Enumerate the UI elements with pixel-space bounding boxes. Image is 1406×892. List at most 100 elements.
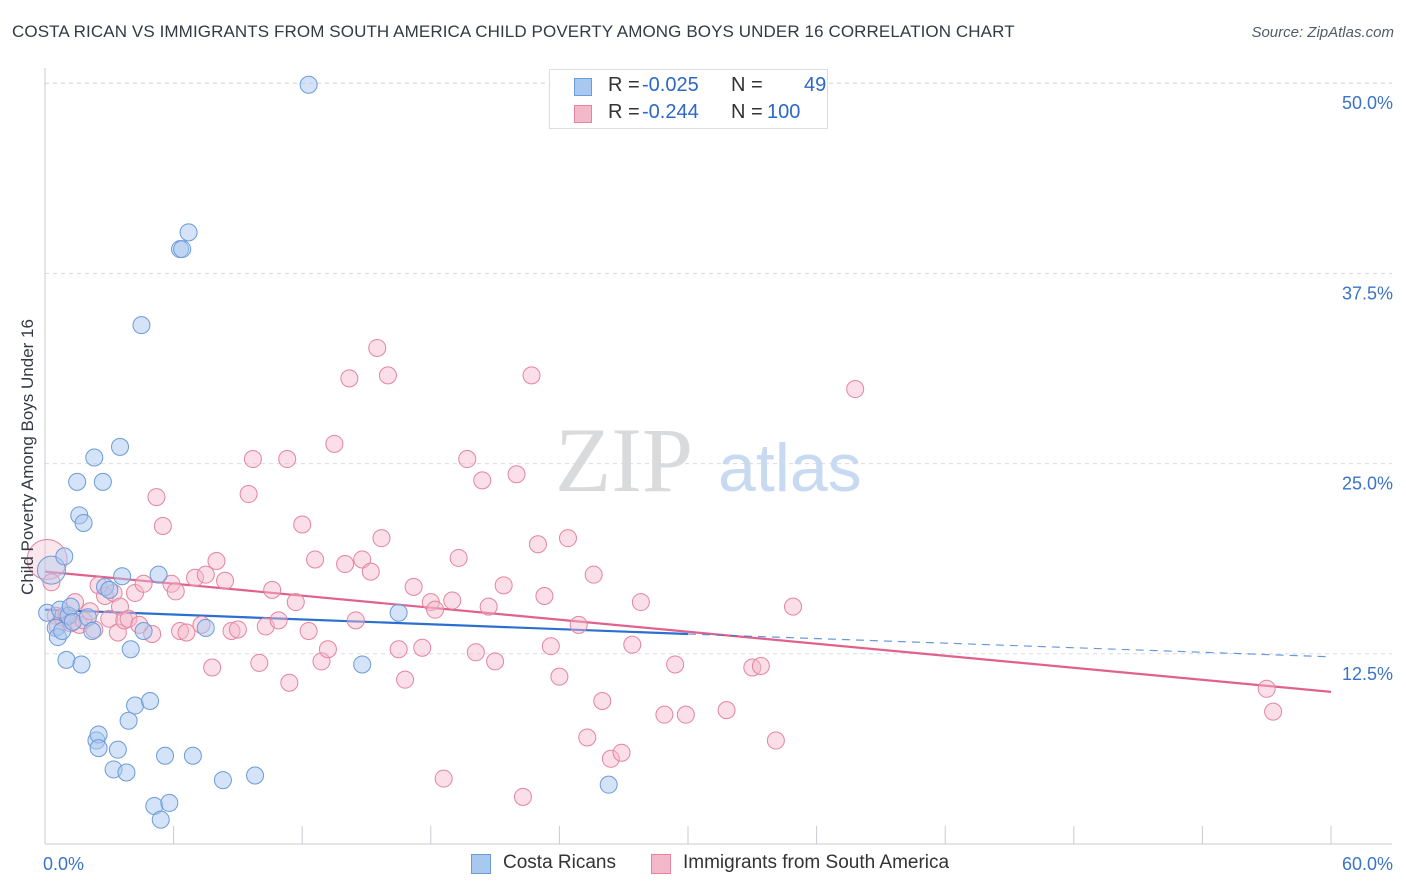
- point-immigrants: [361, 562, 380, 581]
- point-immigrants: [434, 769, 453, 788]
- point-immigrants: [250, 653, 269, 672]
- point-immigrants: [372, 529, 391, 548]
- point-immigrants: [293, 515, 312, 534]
- point-immigrants: [1264, 702, 1283, 721]
- point-costa-ricans: [117, 763, 136, 782]
- point-immigrants: [466, 643, 485, 662]
- grid-lines: [45, 82, 1392, 655]
- point-immigrants: [42, 573, 61, 592]
- point-costa-ricans: [113, 567, 132, 586]
- point-costa-ricans: [156, 746, 175, 765]
- point-immigrants: [486, 652, 505, 671]
- point-immigrants: [528, 535, 547, 554]
- point-costa-ricans: [121, 640, 140, 659]
- trend-line-immigrants: [44, 570, 1332, 693]
- point-immigrants: [166, 582, 185, 601]
- point-immigrants: [336, 555, 355, 574]
- bottom-legend-label: Immigrants from South America: [683, 852, 950, 873]
- point-costa-ricans: [63, 612, 82, 631]
- legend-swatch-pink: [574, 105, 592, 123]
- point-costa-ricans: [119, 711, 138, 730]
- point-costa-ricans: [111, 437, 130, 456]
- point-immigrants: [153, 516, 172, 535]
- point-immigrants: [522, 366, 541, 385]
- point-immigrants: [584, 565, 603, 584]
- axes: [44, 68, 1392, 845]
- point-immigrants: [569, 615, 588, 634]
- point-immigrants: [299, 621, 318, 640]
- point-immigrants: [676, 705, 695, 724]
- y-axis-label: Child Poverty Among Boys Under 16: [18, 319, 37, 595]
- chart-title: COSTA RICAN VS IMMIGRANTS FROM SOUTH AME…: [12, 22, 1015, 41]
- point-immigrants: [541, 637, 560, 656]
- trend-line-costa-ricans-extension: [687, 633, 1332, 658]
- watermark-zip: ZIP: [555, 409, 693, 511]
- legend-r-label: R =: [608, 101, 640, 123]
- point-costa-ricans: [149, 565, 168, 584]
- point-immigrants: [100, 609, 119, 628]
- point-immigrants: [243, 450, 262, 469]
- point-immigrants: [346, 611, 365, 630]
- x-tick-label-min: 0.0%: [43, 854, 84, 874]
- point-costa-ricans: [85, 448, 104, 467]
- point-immigrants: [507, 465, 526, 484]
- point-immigrants: [396, 670, 415, 689]
- y-tick-label: 12.5%: [1342, 664, 1393, 684]
- point-immigrants: [228, 620, 247, 639]
- y-tick-label: 37.5%: [1342, 283, 1393, 303]
- point-immigrants: [550, 667, 569, 686]
- point-costa-ricans: [151, 810, 170, 829]
- watermark-atlas: atlas: [718, 430, 862, 506]
- point-immigrants: [784, 597, 803, 616]
- point-immigrants: [655, 705, 674, 724]
- point-immigrants: [186, 568, 205, 587]
- point-immigrants: [318, 640, 337, 659]
- point-costa-ricans: [126, 696, 145, 715]
- point-costa-ricans: [100, 580, 119, 599]
- y-tick-label: 25.0%: [1342, 474, 1393, 494]
- point-costa-ricans: [132, 316, 151, 335]
- points-costa-ricans: [36, 75, 618, 829]
- point-immigrants: [443, 591, 462, 610]
- point-immigrants: [623, 635, 642, 654]
- point-costa-ricans: [196, 618, 215, 637]
- point-immigrants: [426, 600, 445, 619]
- correlation-legend: R = -0.025 N = 49 R = -0.244 N = 100: [549, 69, 828, 129]
- point-costa-ricans: [173, 240, 192, 259]
- point-costa-ricans: [160, 793, 179, 812]
- point-immigrants: [631, 593, 650, 612]
- point-costa-ricans: [74, 513, 93, 532]
- point-costa-ricans: [353, 655, 372, 674]
- point-immigrants: [263, 580, 282, 599]
- point-immigrants: [239, 485, 258, 504]
- point-costa-ricans: [93, 472, 112, 491]
- point-immigrants: [473, 471, 492, 490]
- point-immigrants: [286, 593, 305, 612]
- point-immigrants: [269, 611, 288, 630]
- point-costa-ricans: [55, 547, 74, 566]
- point-immigrants: [196, 565, 215, 584]
- point-immigrants: [278, 450, 297, 469]
- point-costa-ricans: [134, 621, 153, 640]
- point-costa-ricans: [183, 746, 202, 765]
- point-immigrants: [306, 550, 325, 569]
- trend-line-costa-ricans: [44, 608, 689, 636]
- point-immigrants: [513, 787, 532, 806]
- x-tick-label-max: 60.0%: [1342, 854, 1393, 874]
- point-immigrants: [413, 638, 432, 657]
- point-costa-ricans: [89, 739, 108, 758]
- point-immigrants: [846, 380, 865, 399]
- legend-r-label: R =: [608, 74, 640, 96]
- point-costa-ricans: [213, 771, 232, 790]
- point-immigrants: [612, 743, 631, 762]
- legend-r-value: -0.025: [642, 74, 699, 96]
- point-immigrants: [535, 586, 554, 605]
- point-immigrants: [389, 640, 408, 659]
- trend-lines: [44, 570, 1332, 693]
- point-costa-ricans: [108, 740, 127, 759]
- point-costa-ricans: [57, 650, 76, 669]
- point-costa-ricans: [68, 472, 87, 491]
- point-immigrants: [593, 691, 612, 710]
- bottom-legend-swatch-blue: [471, 854, 491, 874]
- legend-swatch-blue: [574, 78, 592, 96]
